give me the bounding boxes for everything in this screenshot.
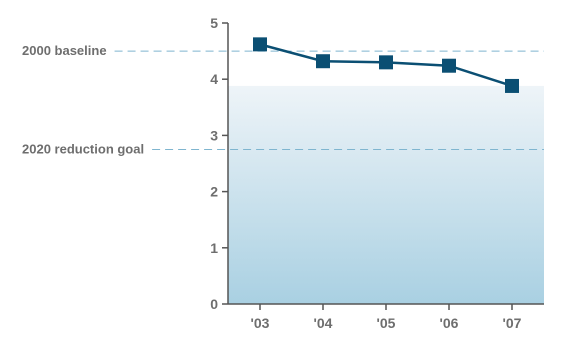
plot-area-fill [228, 85, 544, 304]
reference-label: 2020 reduction goal [22, 141, 144, 156]
x-tick-label: '07 [503, 315, 522, 331]
data-point [505, 78, 519, 93]
y-tick-label: 0 [210, 296, 218, 312]
x-tick-label: '05 [377, 315, 396, 331]
data-point [442, 58, 456, 73]
data-point [379, 55, 393, 70]
x-tick-label: '04 [314, 315, 333, 331]
y-tick-label: 3 [210, 127, 218, 143]
y-tick-label: 1 [210, 240, 218, 256]
y-tick-label: 5 [210, 15, 218, 31]
y-tick-label: 2 [210, 184, 218, 200]
data-point [253, 37, 267, 52]
x-tick-label: '03 [251, 315, 270, 331]
reference-label: 2000 baseline [22, 43, 107, 58]
y-tick-label: 4 [210, 71, 218, 87]
x-tick-label: '06 [440, 315, 459, 331]
data-point [316, 54, 330, 69]
